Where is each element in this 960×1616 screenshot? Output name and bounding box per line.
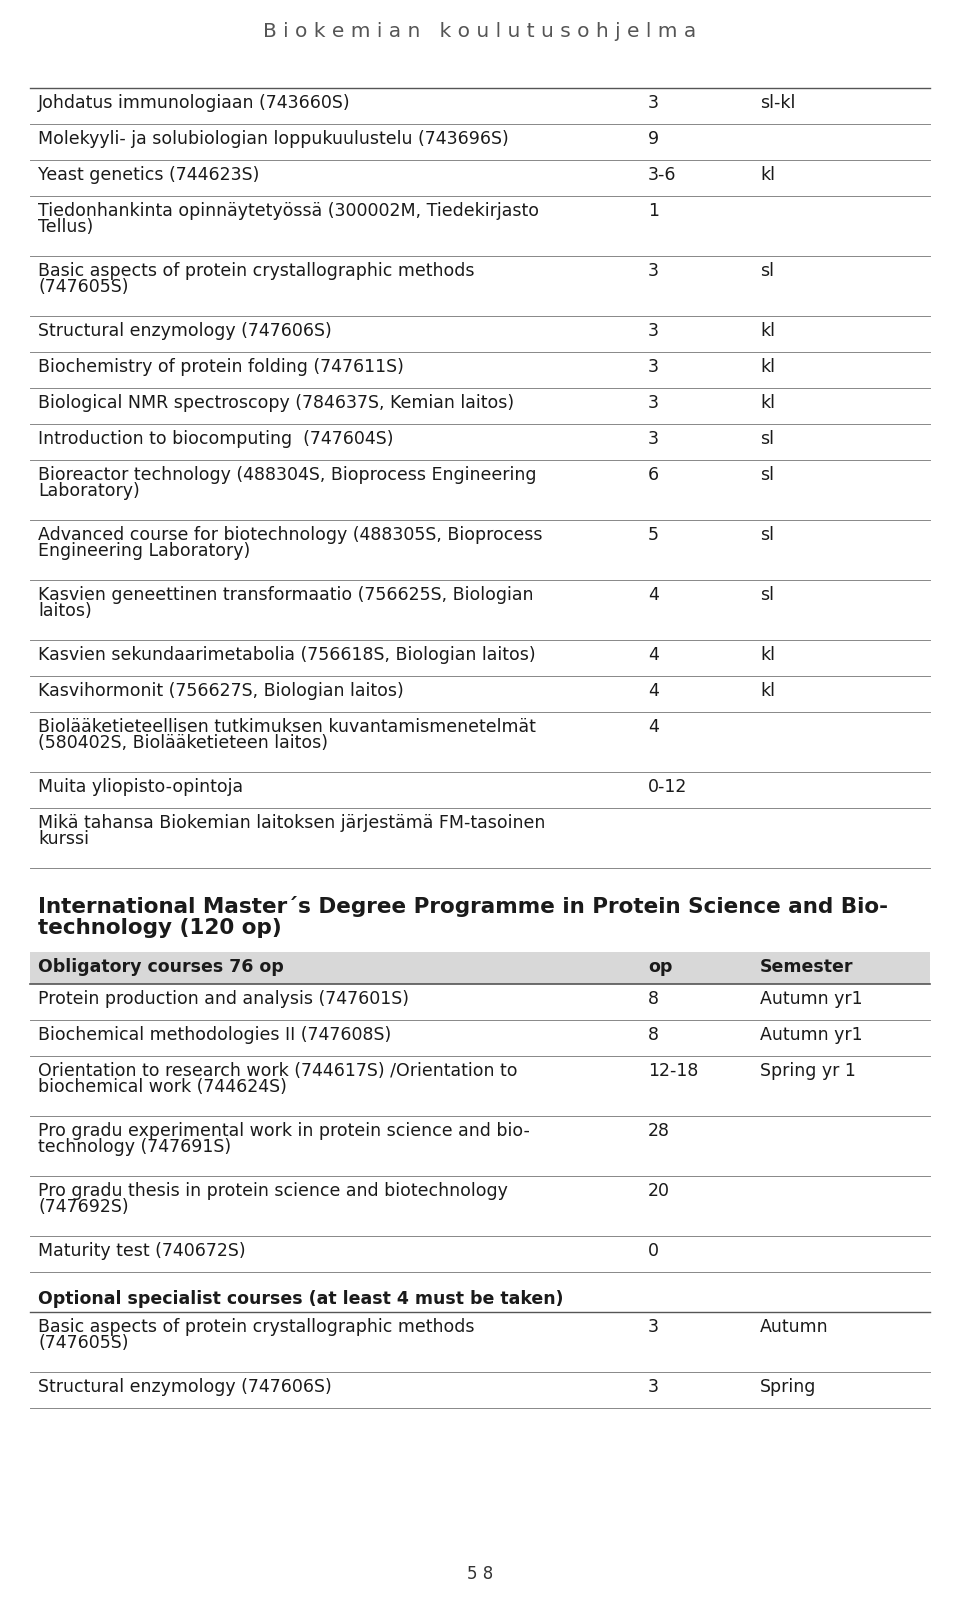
Text: 1: 1 <box>648 202 659 220</box>
Text: sl: sl <box>760 465 774 485</box>
Text: Tiedonhankinta opinnäytetyössä (300002M, Tiedekirjasto: Tiedonhankinta opinnäytetyössä (300002M,… <box>38 202 539 220</box>
Text: 3: 3 <box>648 94 659 112</box>
Text: (580402S, Biolääketieteen laitos): (580402S, Biolääketieteen laitos) <box>38 734 328 751</box>
Text: Muita yliopisto-opintoja: Muita yliopisto-opintoja <box>38 777 243 797</box>
Text: kl: kl <box>760 682 775 700</box>
Text: (747605S): (747605S) <box>38 1333 129 1353</box>
Text: Kasvihormonit (756627S, Biologian laitos): Kasvihormonit (756627S, Biologian laitos… <box>38 682 404 700</box>
Text: 3: 3 <box>648 1319 659 1336</box>
Text: kurssi: kurssi <box>38 831 89 848</box>
Text: Basic aspects of protein crystallographic methods: Basic aspects of protein crystallographi… <box>38 262 474 280</box>
Text: biochemical work (744624S): biochemical work (744624S) <box>38 1078 287 1096</box>
Text: (747692S): (747692S) <box>38 1197 129 1215</box>
Bar <box>30 952 930 984</box>
Text: Engineering Laboratory): Engineering Laboratory) <box>38 541 251 561</box>
Text: 3: 3 <box>648 430 659 448</box>
Text: kl: kl <box>760 394 775 412</box>
Text: 4: 4 <box>648 646 659 664</box>
Text: Molekyyli- ja solubiologian loppukuulustelu (743696S): Molekyyli- ja solubiologian loppukuulust… <box>38 129 509 149</box>
Text: technology (120 op): technology (120 op) <box>38 918 281 937</box>
Text: 12-18: 12-18 <box>648 1062 698 1079</box>
Text: 0-12: 0-12 <box>648 777 687 797</box>
Text: 3: 3 <box>648 322 659 339</box>
Text: kl: kl <box>760 166 775 184</box>
Text: sl: sl <box>760 525 774 545</box>
Text: Biolääketieteellisen tutkimuksen kuvantamismenetelmät: Biolääketieteellisen tutkimuksen kuvanta… <box>38 718 536 735</box>
Text: 9: 9 <box>648 129 660 149</box>
Text: Kasvien geneettinen transformaatio (756625S, Biologian: Kasvien geneettinen transformaatio (7566… <box>38 587 534 604</box>
Text: 4: 4 <box>648 587 659 604</box>
Text: Biological NMR spectroscopy (784637S, Kemian laitos): Biological NMR spectroscopy (784637S, Ke… <box>38 394 515 412</box>
Text: technology (747691S): technology (747691S) <box>38 1138 231 1155</box>
Text: Obligatory courses 76 op: Obligatory courses 76 op <box>38 958 284 976</box>
Text: Structural enzymology (747606S): Structural enzymology (747606S) <box>38 322 332 339</box>
Text: Basic aspects of protein crystallographic methods: Basic aspects of protein crystallographi… <box>38 1319 474 1336</box>
Text: sl: sl <box>760 430 774 448</box>
Text: Biochemistry of protein folding (747611S): Biochemistry of protein folding (747611S… <box>38 359 404 377</box>
Text: Pro gradu thesis in protein science and biotechnology: Pro gradu thesis in protein science and … <box>38 1181 508 1201</box>
Text: Laboratory): Laboratory) <box>38 482 140 499</box>
Text: sl: sl <box>760 262 774 280</box>
Text: 3: 3 <box>648 262 659 280</box>
Text: Autumn yr1: Autumn yr1 <box>760 1026 863 1044</box>
Text: Semester: Semester <box>760 958 853 976</box>
Text: 3: 3 <box>648 394 659 412</box>
Text: 20: 20 <box>648 1181 670 1201</box>
Text: Spring: Spring <box>760 1378 816 1396</box>
Text: Optional specialist courses (at least 4 must be taken): Optional specialist courses (at least 4 … <box>38 1290 564 1307</box>
Text: Autumn yr1: Autumn yr1 <box>760 991 863 1008</box>
Text: kl: kl <box>760 646 775 664</box>
Text: op: op <box>648 958 672 976</box>
Text: 0: 0 <box>648 1243 659 1260</box>
Text: Spring yr 1: Spring yr 1 <box>760 1062 856 1079</box>
Text: 5: 5 <box>648 525 659 545</box>
Text: 5 8: 5 8 <box>467 1564 493 1584</box>
Text: kl: kl <box>760 359 775 377</box>
Text: International Master´s Degree Programme in Protein Science and Bio-: International Master´s Degree Programme … <box>38 895 888 916</box>
Text: 28: 28 <box>648 1122 670 1139</box>
Text: (747605S): (747605S) <box>38 278 129 296</box>
Text: Tellus): Tellus) <box>38 218 93 236</box>
Text: Structural enzymology (747606S): Structural enzymology (747606S) <box>38 1378 332 1396</box>
Text: 3: 3 <box>648 1378 659 1396</box>
Text: 4: 4 <box>648 718 659 735</box>
Text: Bioreactor technology (488304S, Bioprocess Engineering: Bioreactor technology (488304S, Bioproce… <box>38 465 537 485</box>
Text: Autumn: Autumn <box>760 1319 828 1336</box>
Text: Biochemical methodologies II (747608S): Biochemical methodologies II (747608S) <box>38 1026 392 1044</box>
Text: Orientation to research work (744617S) /Orientation to: Orientation to research work (744617S) /… <box>38 1062 517 1079</box>
Text: Johdatus immunologiaan (743660S): Johdatus immunologiaan (743660S) <box>38 94 350 112</box>
Text: Advanced course for biotechnology (488305S, Bioprocess: Advanced course for biotechnology (48830… <box>38 525 542 545</box>
Text: 8: 8 <box>648 1026 659 1044</box>
Text: 8: 8 <box>648 991 659 1008</box>
Text: 3-6: 3-6 <box>648 166 677 184</box>
Text: kl: kl <box>760 322 775 339</box>
Text: Protein production and analysis (747601S): Protein production and analysis (747601S… <box>38 991 409 1008</box>
Text: sl-kl: sl-kl <box>760 94 796 112</box>
Text: Yeast genetics (744623S): Yeast genetics (744623S) <box>38 166 259 184</box>
Text: 6: 6 <box>648 465 660 485</box>
Text: Maturity test (740672S): Maturity test (740672S) <box>38 1243 246 1260</box>
Text: B i o k e m i a n   k o u l u t u s o h j e l m a: B i o k e m i a n k o u l u t u s o h j … <box>263 23 697 40</box>
Text: laitos): laitos) <box>38 603 92 621</box>
Text: 4: 4 <box>648 682 659 700</box>
Text: Mikä tahansa Biokemian laitoksen järjestämä FM-tasoinen: Mikä tahansa Biokemian laitoksen järjest… <box>38 814 545 832</box>
Text: Kasvien sekundaarimetabolia (756618S, Biologian laitos): Kasvien sekundaarimetabolia (756618S, Bi… <box>38 646 536 664</box>
Text: Introduction to biocomputing  (747604S): Introduction to biocomputing (747604S) <box>38 430 394 448</box>
Text: 3: 3 <box>648 359 659 377</box>
Text: Pro gradu experimental work in protein science and bio-: Pro gradu experimental work in protein s… <box>38 1122 530 1139</box>
Text: sl: sl <box>760 587 774 604</box>
